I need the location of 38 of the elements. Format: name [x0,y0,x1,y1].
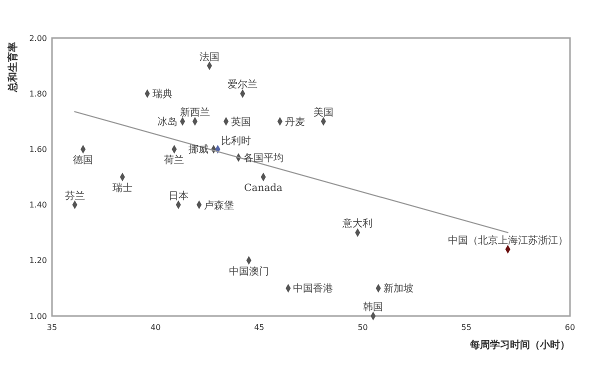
annotation: 瑞士 [112,182,132,194]
annotation: 英国 [231,116,252,128]
x-tick-label: 55 [461,323,472,332]
y-axis-title: 总和生育率 [7,42,19,93]
annotation: 中国香港 [293,282,334,295]
annotation: 韩国 [363,301,384,313]
annotation: 挪威 [188,144,209,156]
annotation: 瑞典 [152,88,172,100]
x-axis-title: 每周学习时间（小时） [469,339,570,351]
annotation: 冰岛 [158,116,178,128]
y-tick-label: 1.20 [29,256,47,266]
annotation: 各国平均 [243,152,284,164]
annotation: 卢森堡 [204,199,234,212]
annotation: 中国澳门 [228,265,269,278]
y-tick-label: 2.00 [29,34,47,43]
annotation: 日本 [168,190,188,202]
x-tick-label: 40 [150,323,161,332]
annotation: 美国 [313,106,334,118]
annotation: 荷兰 [164,154,184,166]
annotation: 意大利 [342,218,373,230]
x-tick-label: 50 [358,323,368,332]
annotation: 比利时 [220,135,251,148]
annotation: 爱尔兰 [228,78,258,91]
x-tick-label: 60 [564,323,576,332]
annotation: 法国 [199,50,220,63]
annotation: 新加坡 [383,282,414,295]
annotation: 德国 [73,155,94,166]
annotation: 新西兰 [180,106,210,118]
annotation: 芬兰 [64,190,85,202]
y-tick-label: 1.80 [29,89,47,98]
annotation: 丹麦 [284,116,305,128]
x-tick-label: 45 [254,323,264,332]
y-tick-label: 1.60 [29,145,47,154]
x-tick-label: 35 [46,323,58,332]
annotation: 中国（北京上海江苏浙江） [448,234,568,246]
y-tick-label: 1.40 [29,200,47,210]
annotation: Canada [244,183,283,194]
y-tick-label: 1.00 [29,312,47,321]
